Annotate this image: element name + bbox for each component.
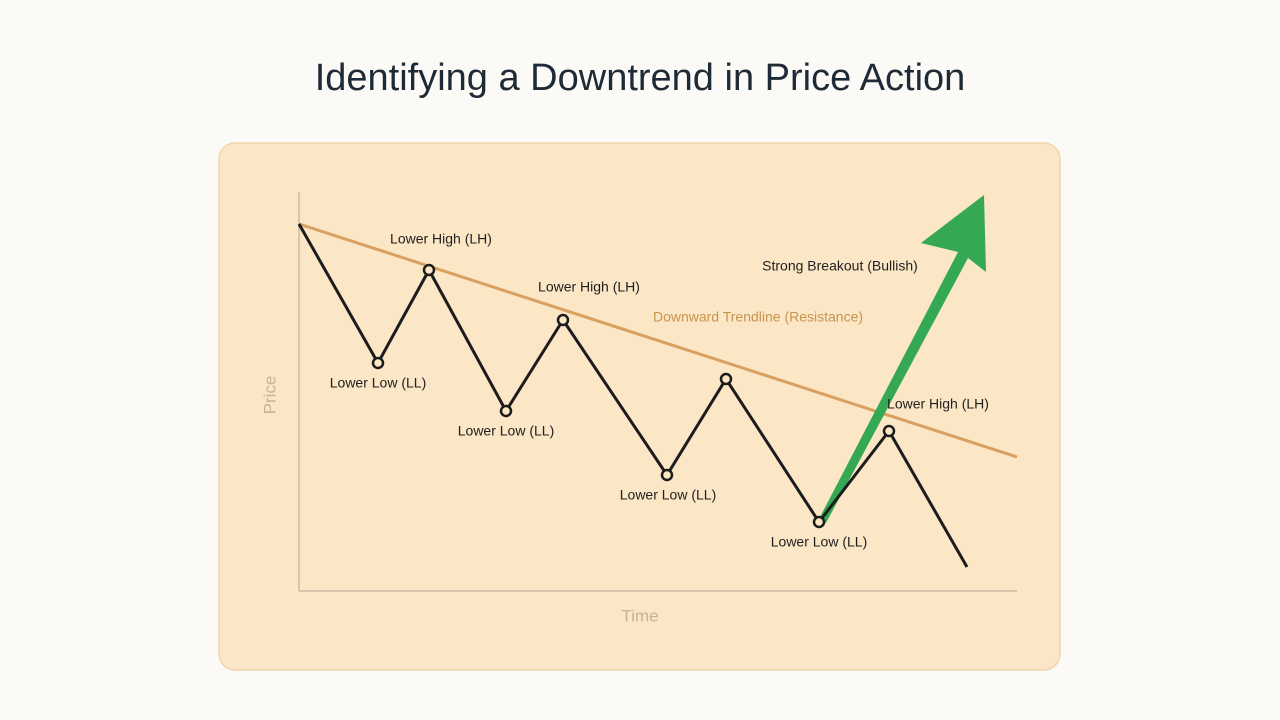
title: Identifying a Downtrend in Price Action: [315, 57, 966, 99]
pivot-label: Lower Low (LL): [458, 423, 555, 439]
pivot-dot: [422, 263, 436, 277]
pivots: [371, 263, 896, 529]
pivot-label: Lower High (LH): [887, 396, 989, 412]
pivot-dot: [556, 313, 570, 327]
pivot-label: Lower Low (LL): [330, 375, 427, 391]
price-path: [297, 223, 969, 568]
x-axis-label: Time: [621, 606, 658, 625]
pivot-label: Lower Low (LL): [771, 534, 868, 550]
breakout-arrow: [819, 195, 986, 523]
breakout-label: Strong Breakout (Bullish): [762, 258, 918, 274]
trendline: [298, 222, 1018, 459]
pivot-dot: [812, 515, 826, 529]
pivot-label: Lower Low (LL): [620, 487, 717, 503]
pivot-label: Lower High (LH): [390, 231, 492, 247]
pivot-label: Lower High (LH): [538, 279, 640, 295]
pivot-dot: [499, 404, 513, 418]
y-axis-label: Price: [260, 376, 279, 415]
pivot-dot: [371, 356, 385, 370]
trendline-label: Downward Trendline (Resistance): [653, 309, 863, 325]
pivot-dot: [882, 424, 896, 438]
pivot-dot: [660, 468, 674, 482]
pivot-dot: [719, 372, 733, 386]
